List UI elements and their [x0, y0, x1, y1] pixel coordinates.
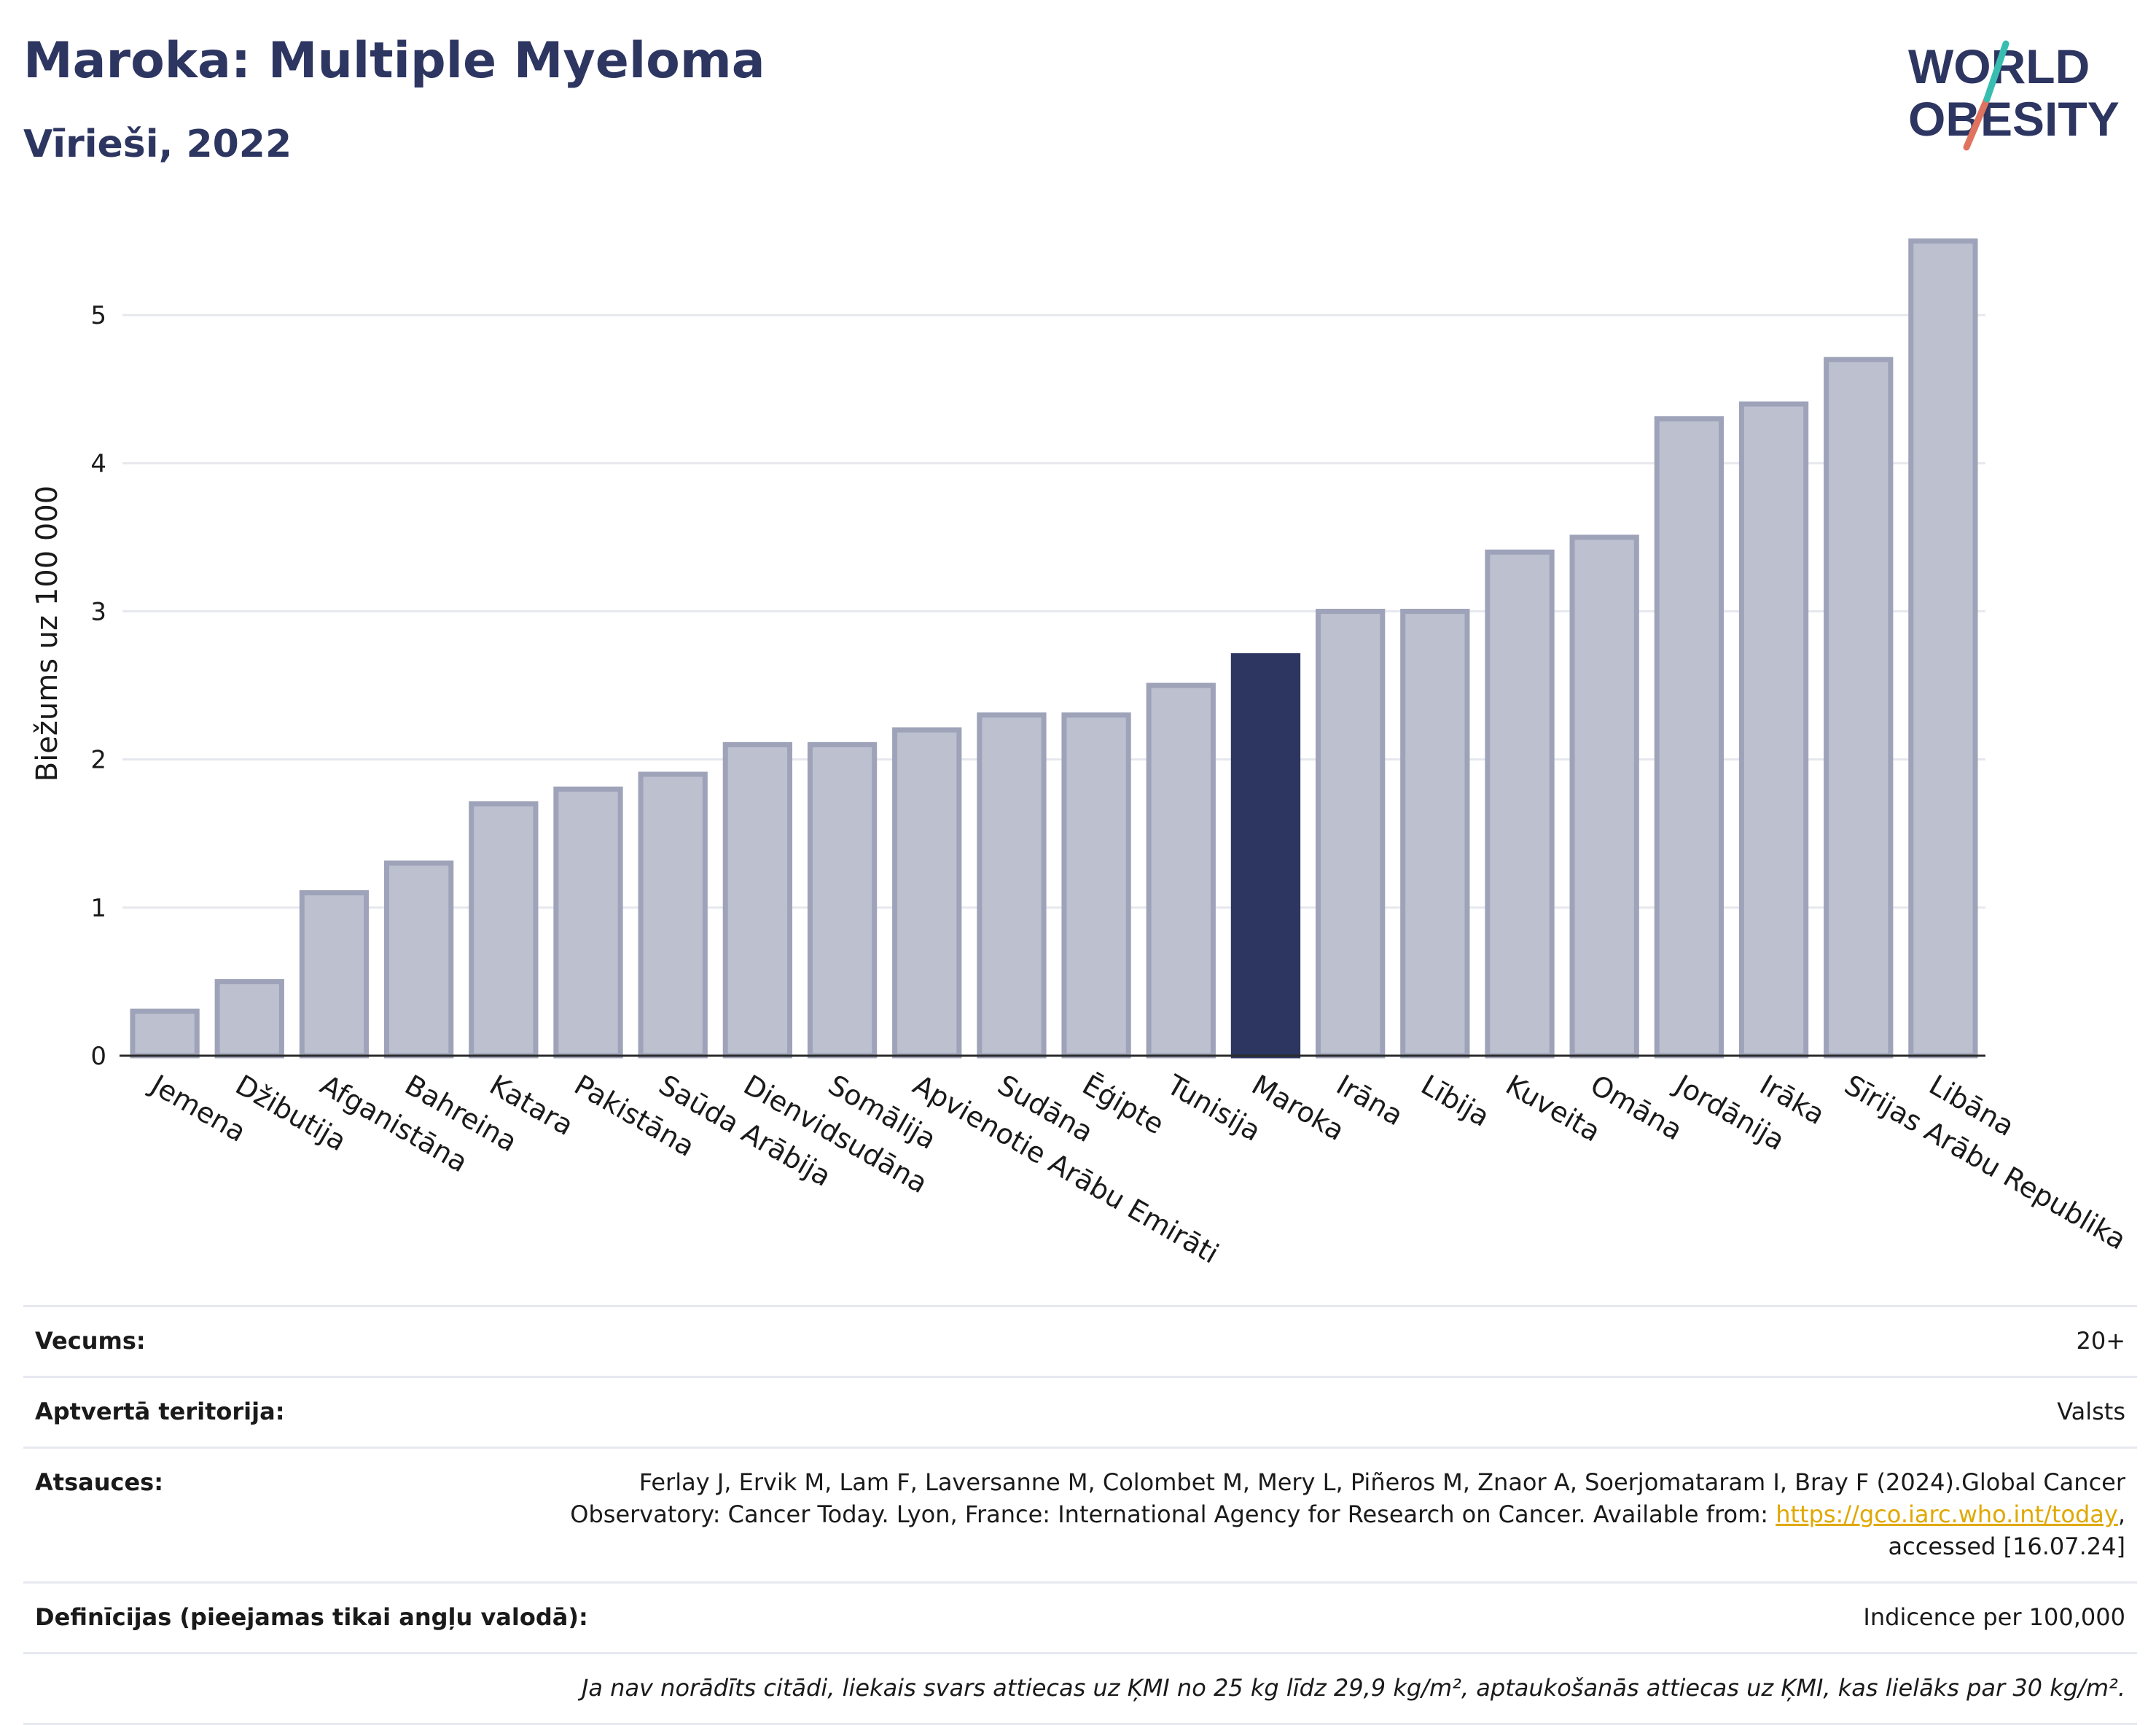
y-tick-label: 3: [90, 598, 106, 627]
bmi-note: Ja nav norādīts citādi, liekais svars at…: [581, 1674, 2125, 1702]
bar: [638, 771, 708, 1059]
bar: [892, 727, 962, 1059]
bar: [1061, 712, 1131, 1059]
y-tick-label: 1: [90, 894, 106, 923]
references-value: Ferlay J, Ervik M, Lam F, Laversanne M, …: [522, 1466, 2125, 1562]
territory-label: Aptvertā teritorija:: [35, 1398, 285, 1425]
y-tick-label: 0: [90, 1042, 106, 1071]
x-tick-label: Jemena: [144, 1068, 251, 1148]
bar: [1908, 238, 1978, 1059]
bars: [130, 238, 1978, 1059]
bar: [1485, 549, 1555, 1059]
references-label: Atsauces:: [35, 1468, 163, 1496]
bar: [1824, 357, 1894, 1059]
age-value: 20+: [2076, 1327, 2125, 1355]
y-axis-title: Biežums uz 100 000: [31, 486, 64, 782]
page-title: Maroka: Multiple Myeloma: [23, 32, 765, 90]
x-tick-label: Tunisija: [1161, 1068, 1266, 1148]
references-link[interactable]: https://gco.iarc.who.int/today: [1776, 1500, 2118, 1528]
y-axis-ticks: 0 1 2 3 4 5: [90, 301, 106, 1071]
bar: [1654, 416, 1725, 1059]
page-subtitle: Vīrieši, 2022: [23, 122, 292, 166]
references-text: Ferlay J, Ervik M, Lam F, Laversanne M, …: [570, 1468, 2125, 1528]
bar: [1738, 401, 1809, 1059]
age-label: Vecums:: [35, 1327, 146, 1355]
x-tick-label: Kuveita: [1501, 1069, 1606, 1148]
info-row-age: Vecums: 20+: [23, 1305, 2137, 1376]
bar: [130, 1008, 200, 1059]
logo-slash-red: [1963, 96, 1991, 151]
bar: [214, 978, 284, 1059]
y-tick-label: 5: [90, 301, 106, 330]
info-row-references: Atsauces: Ferlay J, Ervik M, Lam F, Lave…: [23, 1446, 2137, 1581]
bar: [469, 801, 539, 1059]
info-row-definitions: Definīcijas (pieejamas tikai angļu valod…: [23, 1581, 2137, 1652]
bar: [1400, 609, 1470, 1059]
bar: [1146, 682, 1216, 1059]
x-axis-labels: JemenaDžibutijaAfganistānaBahreinaKatara…: [144, 1068, 2132, 1270]
world-obesity-logo: WORLD OBESITY: [1908, 39, 2120, 151]
x-tick-label: Lībija: [1415, 1069, 1495, 1133]
bar: [383, 860, 454, 1059]
bar: [722, 741, 793, 1059]
bar: [977, 712, 1047, 1059]
bar: [807, 741, 878, 1059]
y-tick-label: 2: [90, 746, 106, 775]
info-row-territory: Aptvertā teritorija: Valsts: [23, 1376, 2137, 1446]
references-accessed: , accessed [16.07.24]: [1888, 1500, 2125, 1560]
definitions-value: Indicence per 100,000: [1863, 1603, 2125, 1631]
bar: [1569, 534, 1639, 1059]
bar: [553, 786, 623, 1059]
bar: [299, 890, 370, 1059]
x-tick-label: Maroka: [1246, 1069, 1350, 1147]
bar: [1230, 653, 1301, 1059]
territory-value: Valsts: [2057, 1398, 2125, 1425]
bar-chart: 0 1 2 3 4 5 JemenaDžibutijaAfganistānaBahrein…: [31, 238, 2132, 1270]
y-tick-label: 4: [90, 449, 106, 478]
info-row-note: Ja nav norādīts citādi, liekais svars at…: [23, 1652, 2137, 1725]
logo-line2: OBESITY: [1908, 92, 2120, 146]
bar: [1315, 609, 1386, 1059]
definitions-label: Definīcijas (pieejamas tikai angļu valod…: [35, 1603, 588, 1631]
info-table: Vecums: 20+ Aptvertā teritorija: Valsts …: [23, 1305, 2137, 1725]
logo-slash-teal: [1983, 40, 2009, 103]
x-tick-label: Omāna: [1585, 1069, 1688, 1147]
